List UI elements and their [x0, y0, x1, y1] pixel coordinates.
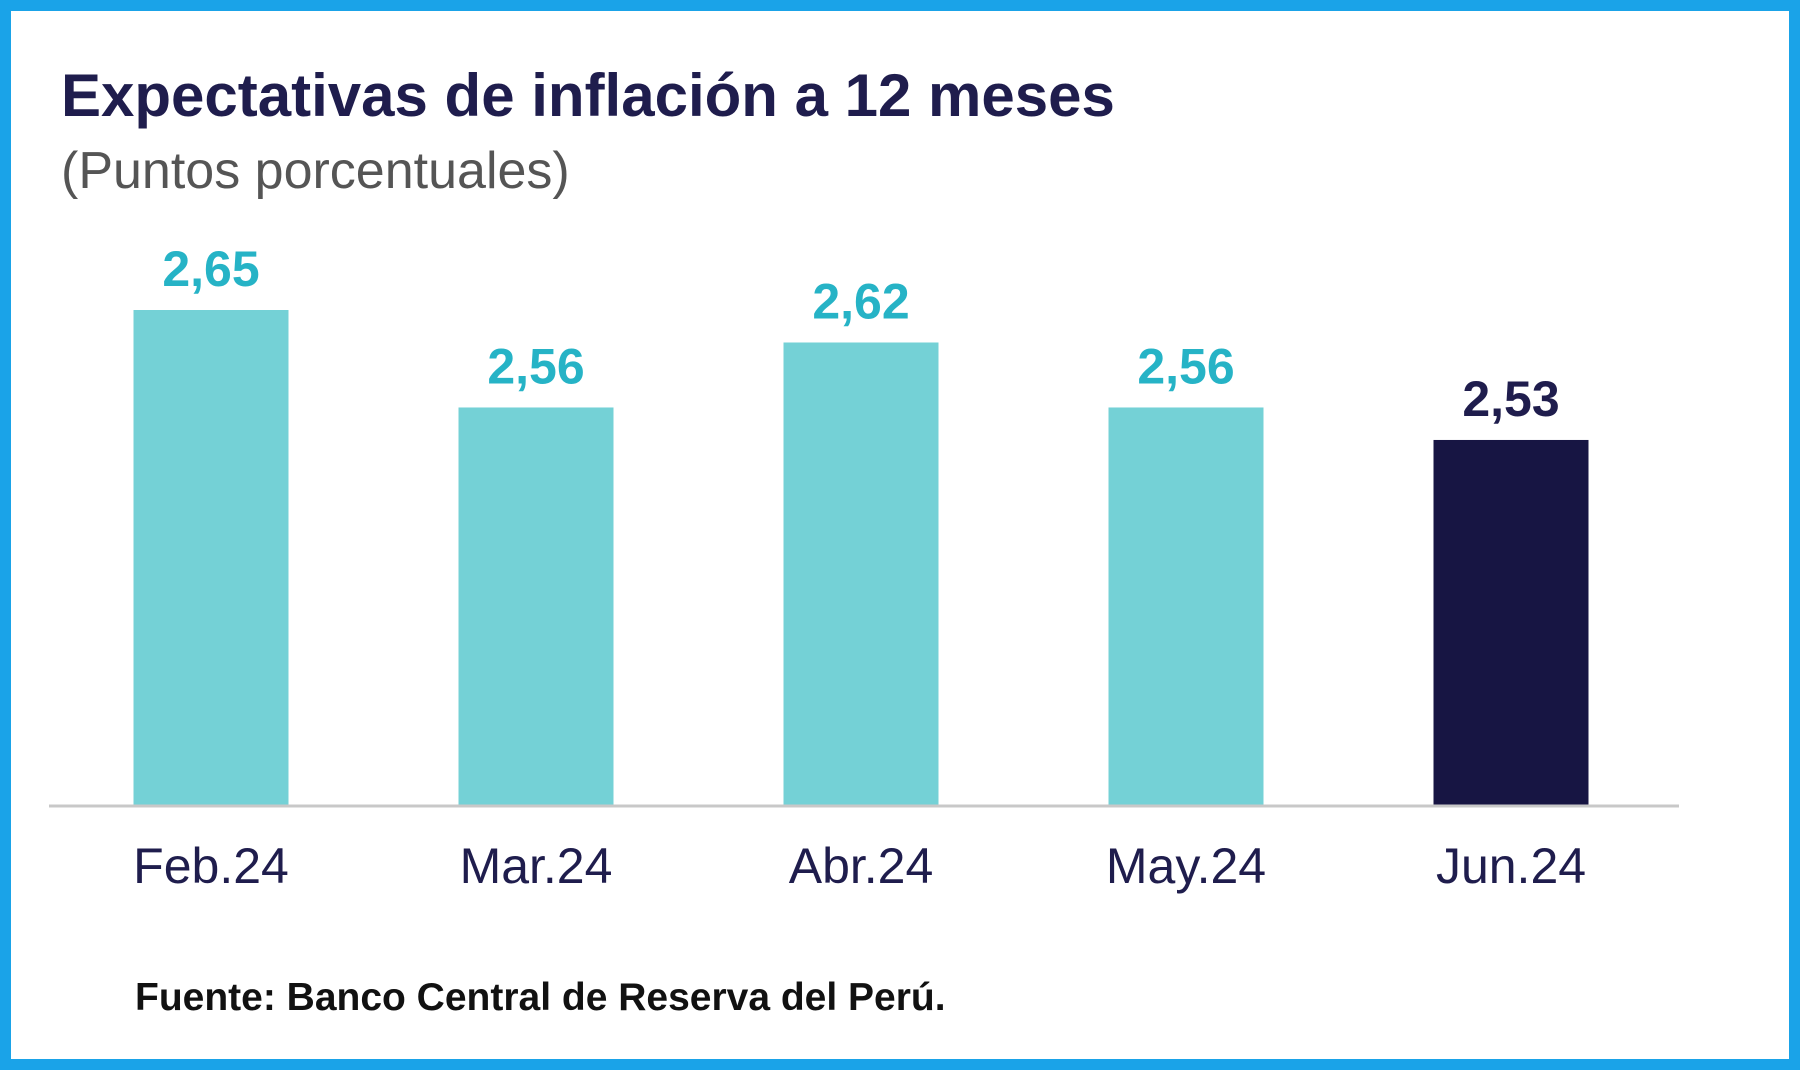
bar-jun-24 [1433, 439, 1589, 806]
bar-abr-24 [783, 342, 939, 806]
x-tick-label: Abr.24 [789, 838, 934, 894]
chart-subtitle: (Puntos porcentuales) [61, 142, 570, 200]
x-tick-label: May.24 [1106, 838, 1266, 894]
bar-chart: 2,65 Feb.24 2,56 Mar.24 2,62 Abr.24 2,56 May.24… [49, 241, 1679, 894]
x-tick-label: Feb.24 [133, 838, 289, 894]
x-tick-label: Jun.24 [1436, 838, 1586, 894]
bar-may-24 [1108, 407, 1264, 806]
data-label: 2,56 [1137, 338, 1234, 394]
bar-mar-24 [458, 407, 614, 806]
bar-feb-24 [133, 310, 289, 806]
chart-title: Expectativas de inflación a 12 meses [61, 62, 1115, 129]
chart-source: Fuente: Banco Central de Reserva del Per… [135, 976, 946, 1019]
x-tick-label: Mar.24 [460, 838, 613, 894]
data-label: 2,62 [812, 273, 909, 329]
data-label: 2,65 [162, 241, 259, 297]
data-label: 2,56 [487, 338, 584, 394]
data-label: 2,53 [1462, 371, 1559, 427]
